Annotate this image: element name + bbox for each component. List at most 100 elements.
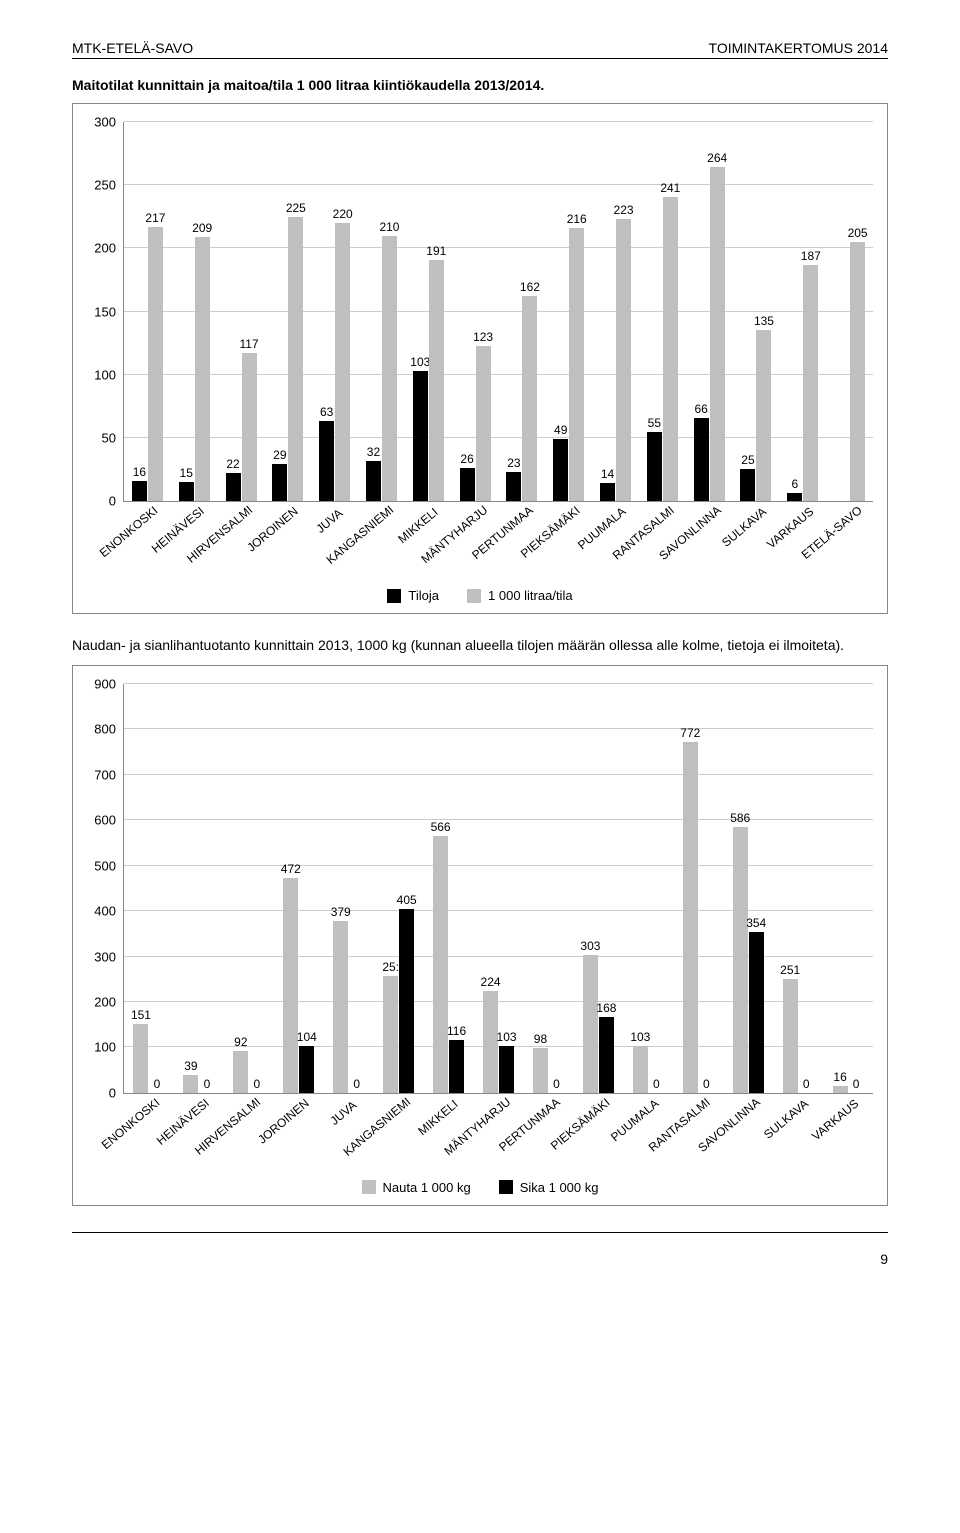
- bar: 210: [382, 236, 397, 501]
- bar-value-label: 49: [554, 423, 567, 437]
- bar: 162: [522, 296, 537, 501]
- bar: 39: [183, 1075, 198, 1093]
- bar-value-label: 0: [254, 1077, 261, 1091]
- bar-value-label: 472: [281, 862, 301, 876]
- bar: 586: [733, 827, 748, 1093]
- y-tick: 600: [94, 813, 116, 828]
- bar: 379: [333, 921, 348, 1093]
- bar-value-label: 168: [596, 1001, 616, 1015]
- bar-value-label: 98: [534, 1032, 547, 1046]
- bar-value-label: 55: [648, 416, 661, 430]
- bar: 26: [460, 468, 475, 501]
- bar-value-label: 220: [333, 207, 353, 221]
- category-group: 25:405: [374, 684, 424, 1093]
- x-axis-label: JUVA: [327, 1098, 359, 1128]
- y-tick: 900: [94, 676, 116, 691]
- bar-value-label: 26: [460, 452, 473, 466]
- bar-value-label: 205: [848, 226, 868, 240]
- category-group: 2510: [773, 684, 823, 1093]
- category-group: 49216: [545, 122, 592, 501]
- y-tick: 300: [94, 115, 116, 130]
- bar-value-label: 405: [397, 893, 417, 907]
- bar: 14: [600, 483, 615, 501]
- bar: 23: [506, 472, 521, 501]
- bar-value-label: 0: [853, 1077, 860, 1091]
- header-rule: [72, 58, 888, 59]
- bar-value-label: 63: [320, 405, 333, 419]
- category-group: 472 104: [274, 684, 324, 1093]
- bar: 187: [803, 265, 818, 501]
- bar-value-label: 303: [580, 939, 600, 953]
- bar-value-label: 32: [367, 445, 380, 459]
- bar: 92: [233, 1051, 248, 1093]
- bar: 223: [616, 219, 631, 501]
- category-group: 1030: [623, 684, 673, 1093]
- bar: 168: [599, 1017, 614, 1093]
- bar-value-label: 354: [746, 916, 766, 930]
- category-group: 103191: [405, 122, 452, 501]
- y-tick: 100: [94, 367, 116, 382]
- bar: 209: [195, 237, 210, 501]
- category-group: 16 0: [823, 684, 873, 1093]
- bar-value-label: 379: [331, 905, 351, 919]
- category-group: 14223: [592, 122, 639, 501]
- bar: 225: [288, 217, 303, 501]
- y-tick: 700: [94, 767, 116, 782]
- bar-value-label: 251: [780, 963, 800, 977]
- bar: 49: [553, 439, 568, 501]
- bar: 264: [710, 167, 725, 501]
- category-group: 66264: [686, 122, 733, 501]
- bar: 22: [226, 473, 241, 501]
- section1-title: Maitotilat kunnittain ja maitoa/tila 1 0…: [72, 77, 888, 93]
- bar-value-label: 223: [614, 203, 634, 217]
- bar-value-label: 103: [410, 355, 430, 369]
- y-tick: 0: [109, 1085, 116, 1100]
- bar-value-label: 209: [192, 221, 212, 235]
- bar: 104: [299, 1046, 314, 1093]
- bar-value-label: 92: [234, 1035, 247, 1049]
- y-tick: 50: [102, 430, 116, 445]
- y-tick: 200: [94, 995, 116, 1010]
- bar: 29: [272, 464, 287, 501]
- category-group: 15209: [171, 122, 218, 501]
- chart2-legend-0: Nauta 1 000 kg: [383, 1180, 471, 1195]
- bar-value-label: 23: [507, 456, 520, 470]
- category-group: 23162: [499, 122, 546, 501]
- bar-value-label: 22: [226, 457, 239, 471]
- bar-value-label: 224: [481, 975, 501, 989]
- bar: 116: [449, 1040, 464, 1093]
- bar-value-label: 162: [520, 280, 540, 294]
- bar: 405: [399, 909, 414, 1093]
- category-group: 63 220: [311, 122, 358, 501]
- bar: 103: [413, 371, 428, 501]
- bar: 217: [148, 227, 163, 501]
- bar-value-label: 29: [273, 448, 286, 462]
- bar: 216: [569, 228, 584, 501]
- bar-value-label: 39: [184, 1059, 197, 1073]
- y-tick: 100: [94, 1040, 116, 1055]
- bar: 25:: [383, 976, 398, 1093]
- bar-value-label: 566: [431, 820, 451, 834]
- category-group: 6187: [779, 122, 826, 501]
- bar-value-label: 14: [601, 467, 614, 481]
- y-tick: 800: [94, 722, 116, 737]
- bar-value-label: 25: [741, 453, 754, 467]
- bar-value-label: 16: [833, 1070, 846, 1084]
- x-axis-label: ENONKOSKI: [99, 1095, 163, 1152]
- bar-value-label: 0: [353, 1077, 360, 1091]
- header-left: MTK-ETELÄ-SAVO: [72, 40, 193, 56]
- category-group: 379 0: [324, 684, 374, 1093]
- bar: 15: [179, 482, 194, 501]
- bar: 241: [663, 197, 678, 501]
- bar: 66: [694, 418, 709, 501]
- category-group: 980: [524, 684, 574, 1093]
- bar-value-label: 123: [473, 330, 493, 344]
- bar: 63: [319, 421, 334, 501]
- header-right: TOIMINTAKERTOMUS 2014: [709, 40, 888, 56]
- chart2-legend: Nauta 1 000 kg Sika 1 000 kg: [87, 1180, 873, 1195]
- bar: 6: [787, 493, 802, 501]
- category-group: 303 168: [573, 684, 623, 1093]
- category-group: 29225: [264, 122, 311, 501]
- category-group: 586354: [723, 684, 773, 1093]
- bar: 251: [783, 979, 798, 1093]
